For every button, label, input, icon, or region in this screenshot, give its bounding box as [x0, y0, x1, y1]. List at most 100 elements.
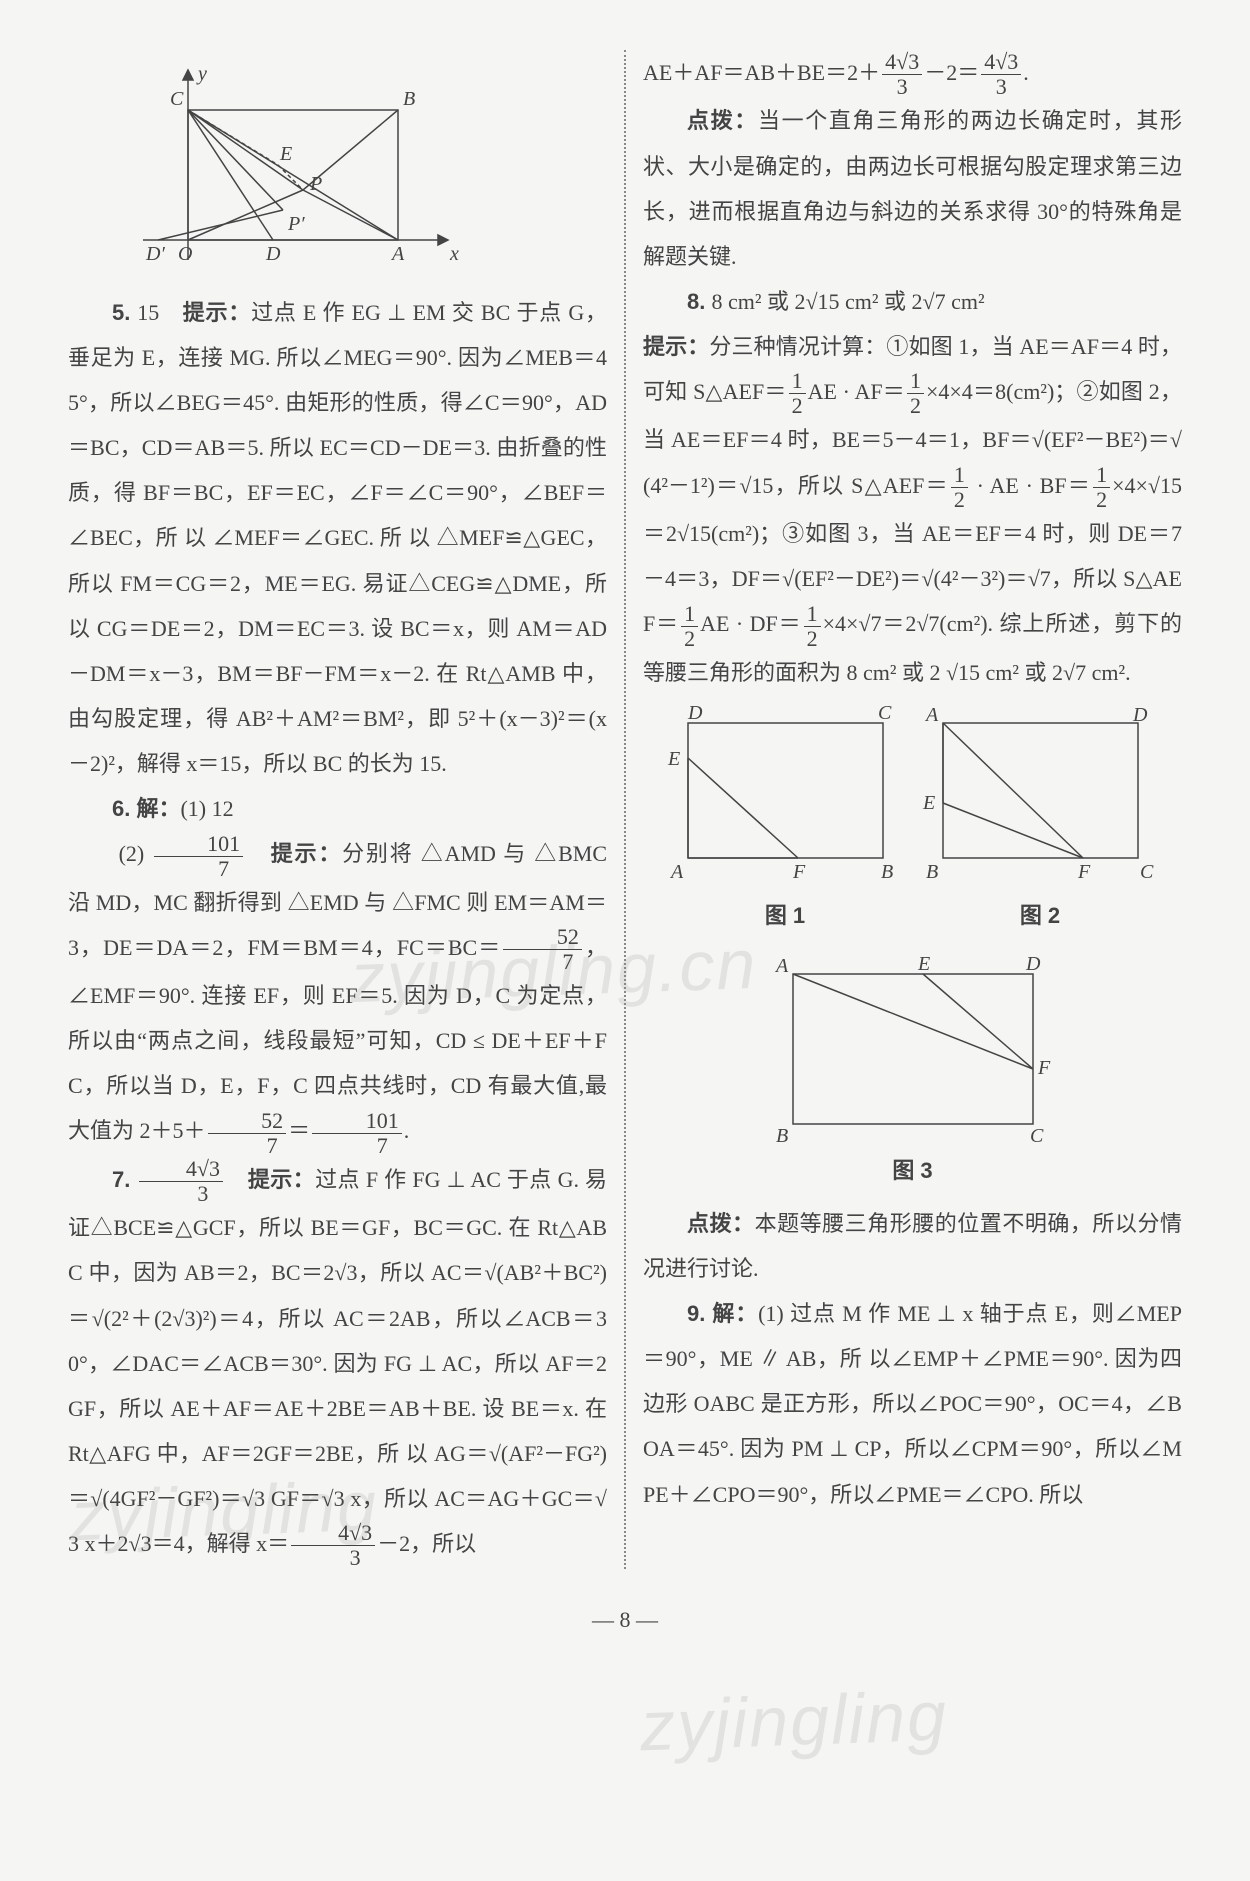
f2-c: C: [1140, 861, 1154, 883]
figure-row-1: D C E A F B A D E B F: [643, 703, 1182, 883]
f2-b: B: [926, 861, 938, 883]
p6-num: 6.: [112, 796, 136, 821]
problem-7-cont: AE＋AF＝AB＋BE＝2＋4√33－2＝4√33.: [643, 50, 1182, 98]
left-column: y x C B E P P′ D′ O D A 5. 15 提示：过点 E 作 …: [60, 50, 625, 1569]
p6-frac1: 1017: [154, 833, 244, 880]
p7-ans-den: 3: [139, 1182, 223, 1205]
p8-f1-den: 2: [789, 394, 806, 417]
p6-f2-num: 52: [503, 926, 582, 950]
p6-frac2: 527: [503, 926, 582, 973]
right-column: AE＋AF＝AB＋BE＝2＋4√33－2＝4√33. 点拨：当一个直角三角形的两…: [625, 50, 1190, 1569]
p7c-f2-num: 4√3: [981, 51, 1021, 75]
p8-f5-den: 2: [681, 627, 698, 650]
problem-6-line2: (2) 1017 提示：分别将 △AMD 与 △BMC 沿 MD，MC 翻折得到…: [68, 831, 607, 1157]
p6-tail: .: [404, 1118, 410, 1143]
p7-dianbo: 点拨：当一个直角三角形的两边长确定时，其形状、大小是确定的，由两边长可根据勾股定…: [643, 98, 1182, 278]
f1-e: E: [667, 748, 680, 770]
p7-hint-label: 提示：: [248, 1167, 315, 1192]
p5-ans: 15: [137, 300, 159, 325]
p8-f4: 12: [1093, 464, 1110, 511]
figure-row-2: A E D F B C: [643, 954, 1182, 1144]
p7c-tail: .: [1023, 60, 1029, 85]
figure-2: A D E B F C: [918, 703, 1163, 883]
column-divider: [624, 50, 626, 1569]
problem-9: 9. 解：(1) 过点 M 作 ME ⊥ x 轴于点 E，则∠MEP＝90°，M…: [643, 1291, 1182, 1516]
pt-o: O: [178, 243, 192, 265]
p8-bb: AE · AF＝: [808, 379, 905, 404]
p9-body: (1) 过点 M 作 ME ⊥ x 轴于点 E，则∠MEP＝90°，ME ∥ A…: [643, 1301, 1182, 1506]
f1-d: D: [687, 703, 703, 724]
pt-dprime: D′: [145, 243, 165, 265]
pt-b: B: [403, 88, 415, 110]
p8-dianbo: 点拨：本题等腰三角形腰的位置不明确，所以分情况进行讨论.: [643, 1201, 1182, 1291]
p8-f2-num: 1: [907, 370, 924, 394]
problem-8: 8. 8 cm² 或 2√15 cm² 或 2√7 cm²: [643, 279, 1182, 324]
figure-1: D C E A F B: [663, 703, 908, 883]
p8-f1: 12: [789, 370, 806, 417]
p8-bf: AE · DF＝: [700, 611, 802, 636]
f3-b: B: [776, 1125, 788, 1144]
f3-a: A: [774, 955, 789, 977]
f3-f: F: [1037, 1057, 1051, 1079]
p7-dianbo-label: 点拨：: [687, 108, 758, 133]
caption-row-1: 图 1 图 2: [643, 891, 1182, 946]
axis-x-label: x: [449, 243, 459, 265]
p6-f3b-den: 7: [312, 1134, 402, 1157]
p7c-f1-num: 4√3: [882, 51, 922, 75]
fig3-caption: 图 3: [643, 1148, 1182, 1193]
pt-e: E: [279, 143, 292, 165]
p5-body: 过点 E 作 EG ⊥ EM 交 BC 于点 G，垂足为 E，连接 MG. 所以…: [68, 300, 607, 776]
p8-f3: 12: [951, 464, 968, 511]
p6-f2-den: 7: [503, 950, 582, 973]
problem-8-body: 提示：分三种情况计算：①如图 1，当 AE＝AF＝4 时，可知 S△AEF＝12…: [643, 324, 1182, 695]
p8-f1-num: 1: [789, 370, 806, 394]
pt-a: A: [390, 243, 405, 265]
p6-label: 解：: [136, 796, 180, 821]
p6-frac3a: 527: [208, 1110, 287, 1157]
f1-f: F: [792, 861, 806, 883]
p6-f1-num: 101: [154, 833, 244, 857]
p8-f6: 12: [804, 603, 821, 650]
p8-num: 8.: [687, 289, 711, 314]
p8-f3-den: 2: [951, 488, 968, 511]
p6-part2-label: (2): [119, 841, 152, 866]
p8-f2: 12: [907, 370, 924, 417]
p5-num: 5.: [112, 300, 137, 325]
f3-d: D: [1025, 954, 1041, 975]
p8-f4-num: 1: [1093, 464, 1110, 488]
p6-eq: ＝: [288, 1118, 310, 1143]
page-container: y x C B E P P′ D′ O D A 5. 15 提示：过点 E 作 …: [60, 50, 1190, 1569]
p7c-mid: －2＝: [924, 60, 979, 85]
p8-f5: 12: [681, 603, 698, 650]
p7c-f2: 4√33: [981, 51, 1021, 98]
p7-frac1: 4√33: [291, 1522, 375, 1569]
f2-f: F: [1077, 861, 1091, 883]
p8-ans: 8 cm² 或 2√15 cm² 或 2√7 cm²: [711, 289, 984, 314]
f2-d: D: [1132, 704, 1148, 726]
p6-f1-den: 7: [154, 857, 244, 880]
p7-body-b: －2，所以: [377, 1531, 476, 1556]
f3-c: C: [1030, 1125, 1044, 1144]
p8-bd: · AE · BF＝: [970, 473, 1091, 498]
p7c-f1: 4√33: [882, 51, 922, 98]
f1-c: C: [878, 703, 892, 724]
p9-num: 9.: [687, 1301, 712, 1326]
problem-6-line1: 6. 解：(1) 12: [68, 786, 607, 831]
f2-a: A: [924, 704, 939, 726]
p7-body-a: 过点 F 作 FG ⊥ AC 于点 G. 易证△BCE≌△GCF，所以 BE＝G…: [68, 1167, 607, 1556]
p8-hint-label: 提示：: [643, 334, 709, 359]
p9-label: 解：: [712, 1301, 758, 1326]
axis-y-label: y: [196, 63, 207, 85]
p6-part1: (1) 12: [180, 796, 233, 821]
p8-f3-num: 1: [951, 464, 968, 488]
problem-5: 5. 15 提示：过点 E 作 EG ⊥ EM 交 BC 于点 G，垂足为 E，…: [68, 290, 607, 786]
pt-pprime: P′: [287, 213, 305, 235]
pt-p: P: [309, 173, 322, 195]
p8-f5-num: 1: [681, 603, 698, 627]
p6-hint-label: 提示：: [271, 841, 342, 866]
p6-f3a-den: 7: [208, 1134, 287, 1157]
p8-f4-den: 2: [1093, 488, 1110, 511]
page-number: — 8 —: [60, 1597, 1190, 1642]
p6-frac3b: 1017: [312, 1110, 402, 1157]
pt-d: D: [265, 243, 281, 265]
